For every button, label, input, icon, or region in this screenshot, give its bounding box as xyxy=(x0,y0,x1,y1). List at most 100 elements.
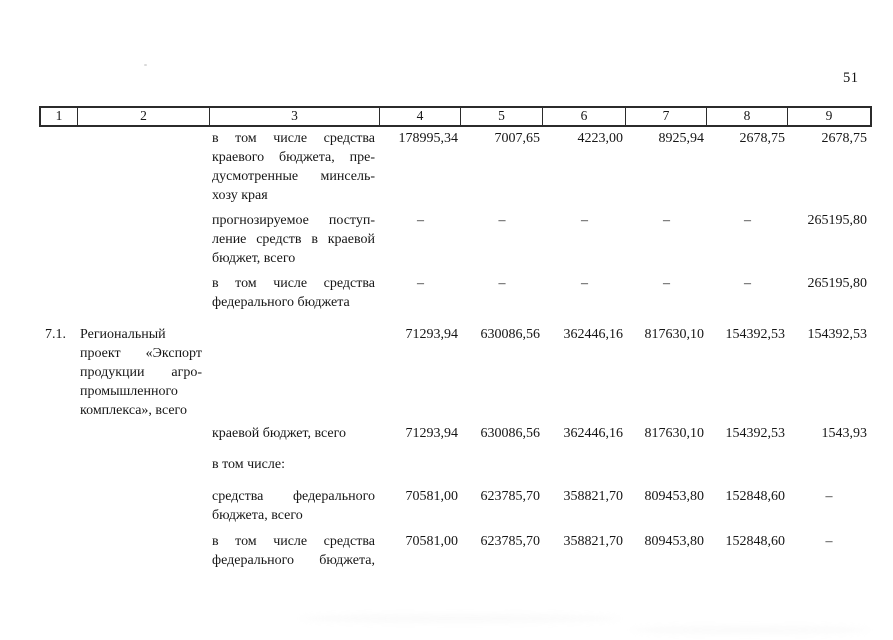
cell-value xyxy=(380,455,461,474)
column-header: 7 xyxy=(626,108,707,125)
row-number xyxy=(41,129,78,205)
row-name xyxy=(78,274,210,312)
row-descriptor: прогнозируемое поступ-ление средств в кр… xyxy=(210,211,380,268)
cell-value: – xyxy=(663,276,670,291)
table-row: 7.1. Региональный проект «Экспорт продукции… xyxy=(41,325,870,420)
text-line: проект «Экспорт xyxy=(80,346,202,361)
cell-value: 630086,56 xyxy=(480,426,541,441)
cell-value: 1543,93 xyxy=(821,426,868,441)
column-header: 1 xyxy=(41,108,78,125)
cell-value: 4223,00 xyxy=(577,131,624,146)
cell-value: 362446,16 xyxy=(563,426,624,441)
row-number xyxy=(41,455,78,474)
cell-value: 358821,70 xyxy=(563,489,624,504)
row-name: Региональный проект «Экспорт продукции агр… xyxy=(78,325,210,420)
cell-value: 7007,65 xyxy=(494,131,541,146)
cell-value: – xyxy=(417,276,424,291)
text-line: краевого бюджета, пре- xyxy=(212,150,375,165)
cell-value: – xyxy=(663,213,670,228)
cell-value: 71293,94 xyxy=(405,327,459,342)
cell-value: 71293,94 xyxy=(405,426,459,441)
cell-value: – xyxy=(825,489,833,504)
column-header: 2 xyxy=(78,108,210,125)
cell-value: 2678,75 xyxy=(739,131,786,146)
cell-value: 178995,34 xyxy=(398,131,459,146)
cell-value: 70581,00 xyxy=(405,534,459,549)
text-line: продукции агро- xyxy=(80,365,202,380)
text-line: ление средств в краевой xyxy=(212,232,375,247)
row-descriptor: в том числе средства федерального бюджета xyxy=(210,274,380,312)
scan-smudge xyxy=(300,614,620,623)
cell-value: 154392,53 xyxy=(725,327,786,342)
cell-value: 809453,80 xyxy=(644,489,705,504)
cell-value: 809453,80 xyxy=(644,534,705,549)
table-row: прогнозируемое поступ-ление средств в кр… xyxy=(41,211,870,268)
cell-value: – xyxy=(581,213,588,228)
row-descriptor: в том числе: xyxy=(210,455,380,474)
table-row: в том числе средства краевого бюджета, пр… xyxy=(41,129,870,205)
row-descriptor: в том числе средства федерального бюджета… xyxy=(210,532,380,570)
row-descriptor xyxy=(210,325,380,420)
text-line: средства федерального xyxy=(212,489,375,504)
row-name xyxy=(78,424,210,443)
cell-value xyxy=(626,455,707,474)
column-header: 4 xyxy=(380,108,461,125)
cell-value: 8925,94 xyxy=(658,131,705,146)
row-descriptor: в том числе средства краевого бюджета, пр… xyxy=(210,129,380,205)
cell-value: 2678,75 xyxy=(821,131,868,146)
row-number: 7.1. xyxy=(45,327,66,342)
cell-value: 265195,80 xyxy=(807,213,868,228)
row-number xyxy=(41,424,78,443)
text-line: в том числе средства xyxy=(212,276,375,291)
row-descriptor: средства федерального бюджета, всего xyxy=(210,487,380,525)
cell-value xyxy=(543,455,626,474)
text-line: федерального бюджета, xyxy=(212,553,375,568)
text-line: бюджета, всего xyxy=(212,508,303,523)
cell-value: – xyxy=(744,276,751,291)
cell-value xyxy=(788,455,870,474)
row-name xyxy=(78,455,210,474)
cell-value: 623785,70 xyxy=(480,534,541,549)
scan-speck xyxy=(144,64,147,66)
table-row: средства федерального бюджета, всего 70581… xyxy=(41,487,870,525)
column-header: 5 xyxy=(461,108,543,125)
text-line: Региональный xyxy=(80,327,166,342)
column-header: 8 xyxy=(707,108,788,125)
text-line: комплекса», всего xyxy=(80,403,187,418)
row-name xyxy=(78,487,210,525)
cell-value: 362446,16 xyxy=(563,327,624,342)
table-row: в том числе: xyxy=(41,455,870,474)
cell-value: 358821,70 xyxy=(563,534,624,549)
row-descriptor: краевой бюджет, всего xyxy=(210,424,380,443)
cell-value xyxy=(707,455,788,474)
cell-value: 817630,10 xyxy=(644,426,705,441)
cell-value: – xyxy=(498,213,506,228)
column-header: 9 xyxy=(825,108,833,123)
text-line: прогнозируемое поступ- xyxy=(212,213,375,228)
scan-smudge xyxy=(630,626,870,634)
cell-value: 70581,00 xyxy=(405,489,459,504)
cell-value: – xyxy=(825,534,833,549)
table-row: в том числе средства федерального бюджета… xyxy=(41,532,870,570)
cell-value: 623785,70 xyxy=(480,489,541,504)
text-line: дусмотренные минсель- xyxy=(212,169,375,184)
text-line: промышленного xyxy=(80,384,178,399)
table-row: в том числе средства федерального бюджета… xyxy=(41,274,870,312)
cell-value xyxy=(461,455,543,474)
cell-value: 152848,60 xyxy=(725,489,786,504)
column-header: 6 xyxy=(543,108,626,125)
row-number xyxy=(41,274,78,312)
cell-value: – xyxy=(581,276,588,291)
text-line: в том числе: xyxy=(212,457,285,472)
row-name xyxy=(78,211,210,268)
cell-value: – xyxy=(498,276,506,291)
text-line: краевой бюджет, всего xyxy=(212,426,347,441)
row-number xyxy=(41,532,78,570)
row-number xyxy=(41,487,78,525)
text-line: хозу края xyxy=(212,188,268,203)
text-line: в том числе средства xyxy=(212,534,375,549)
table-row: краевой бюджет, всего 71293,94 630086,56 36… xyxy=(41,424,870,443)
cell-value: 265195,80 xyxy=(807,276,868,291)
text-line: бюджет, всего xyxy=(212,251,296,266)
